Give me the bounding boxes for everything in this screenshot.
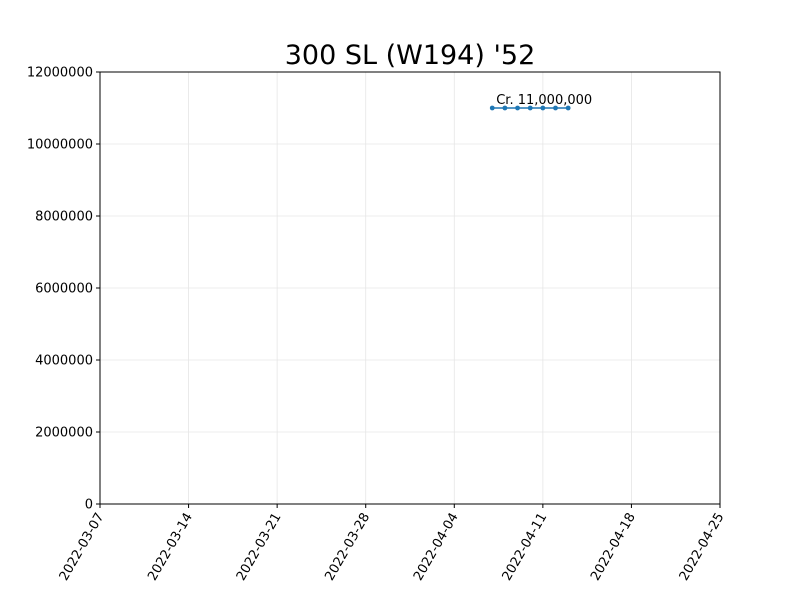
y-tick-label: 12000000	[27, 66, 93, 81]
y-tick-label: 8000000	[35, 210, 93, 225]
x-tick-label: 2022-03-07	[57, 511, 108, 584]
y-tick-label: 6000000	[35, 282, 93, 297]
data-point	[515, 105, 520, 111]
y-tick-label: 10000000	[27, 138, 93, 153]
x-axis: 2022-03-07 2022-03-14 2022-03-21 2022-03-28…	[57, 504, 728, 584]
chart-title: 300 SL (W194) '52	[285, 40, 536, 71]
y-axis: 0 2000000 4000000 6000000 8000000 10000000 120…	[27, 66, 100, 513]
y-tick-label: 2000000	[35, 426, 93, 441]
series-layer	[489, 105, 571, 111]
x-tick-label: 2022-04-04	[411, 511, 462, 584]
x-tick-label: 2022-03-14	[145, 511, 196, 584]
data-point	[540, 105, 546, 111]
y-tick-label: 4000000	[35, 354, 93, 369]
annotation-layer: Cr. 11,000,000	[496, 93, 592, 108]
data-point	[489, 105, 495, 111]
grid-lines	[99, 71, 721, 505]
x-tick-label: 2022-03-28	[322, 511, 373, 584]
y-tick-label: 0	[85, 498, 93, 513]
data-point	[565, 105, 571, 111]
value-annotation: Cr. 11,000,000	[496, 93, 592, 108]
x-tick-label: 2022-04-25	[677, 511, 728, 584]
data-point	[502, 105, 508, 111]
x-tick-label: 2022-03-21	[234, 511, 285, 584]
x-tick-label: 2022-04-11	[500, 511, 551, 584]
data-point	[527, 105, 533, 111]
data-point	[553, 105, 558, 111]
x-tick-label: 2022-04-18	[588, 511, 639, 584]
